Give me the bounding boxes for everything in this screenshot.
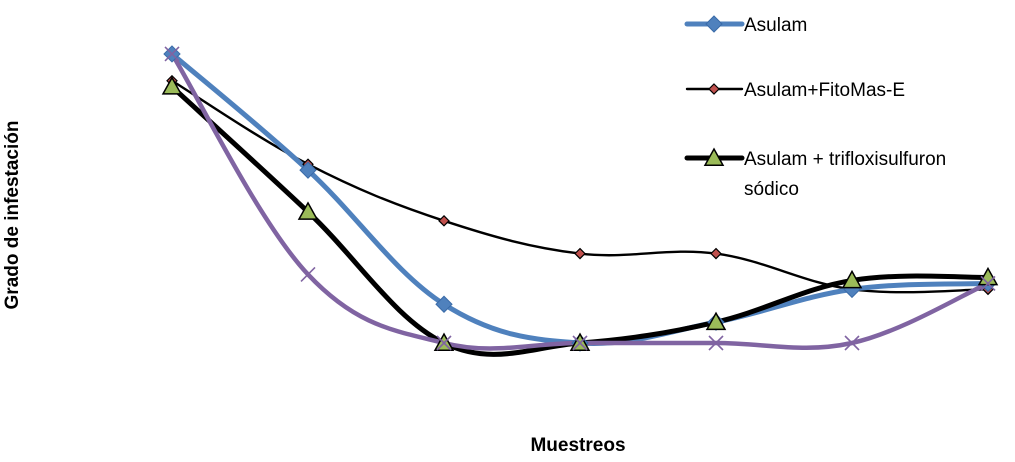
data-point-s3-2: [297, 201, 319, 220]
data-point-s4-7: [980, 275, 996, 291]
data-point-s4-4: [572, 335, 588, 351]
series-markers: [161, 45, 999, 352]
legend-marker: [705, 15, 723, 33]
legend-marker: [703, 147, 725, 166]
data-point-s3-1: [161, 76, 183, 95]
data-point-s4-5: [708, 335, 724, 351]
data-point-s3-7: [977, 266, 999, 286]
data-point-s2-3: [438, 214, 450, 227]
legend-marker: [708, 83, 720, 95]
legend-label: sódico: [744, 179, 799, 200]
x-axis-title: Muestreos: [530, 435, 625, 456]
data-point-s4-3: [436, 335, 452, 351]
legend: Asulam Asulam+FitoMas-E Asulam + trifloxis…: [684, 15, 946, 200]
data-point-s4-1: [164, 46, 180, 62]
legend-item-1: Asulam: [684, 15, 807, 36]
data-point-s4-6: [844, 335, 860, 351]
data-point-s2-4: [574, 247, 586, 260]
legend-label: Asulam: [744, 15, 807, 36]
legend-label: Asulam+FitoMas-E: [744, 80, 905, 101]
data-point-s4-2: [300, 266, 316, 283]
data-point-s3-6: [841, 269, 863, 289]
data-point-s1-3: [435, 295, 453, 313]
legend-item-3: Asulam + trifloxisulfuron sódico: [684, 147, 946, 200]
data-point-s2-5: [710, 247, 722, 260]
series-line-3: [169, 84, 991, 357]
legend-label: Asulam + trifloxisulfuron: [744, 149, 946, 170]
y-axis-title: Grado de infestación: [2, 121, 23, 310]
data-point-s3-5: [705, 311, 727, 331]
data-point-s1-2: [299, 161, 317, 179]
legend-item-2: Asulam+FitoMas-E: [685, 80, 905, 101]
